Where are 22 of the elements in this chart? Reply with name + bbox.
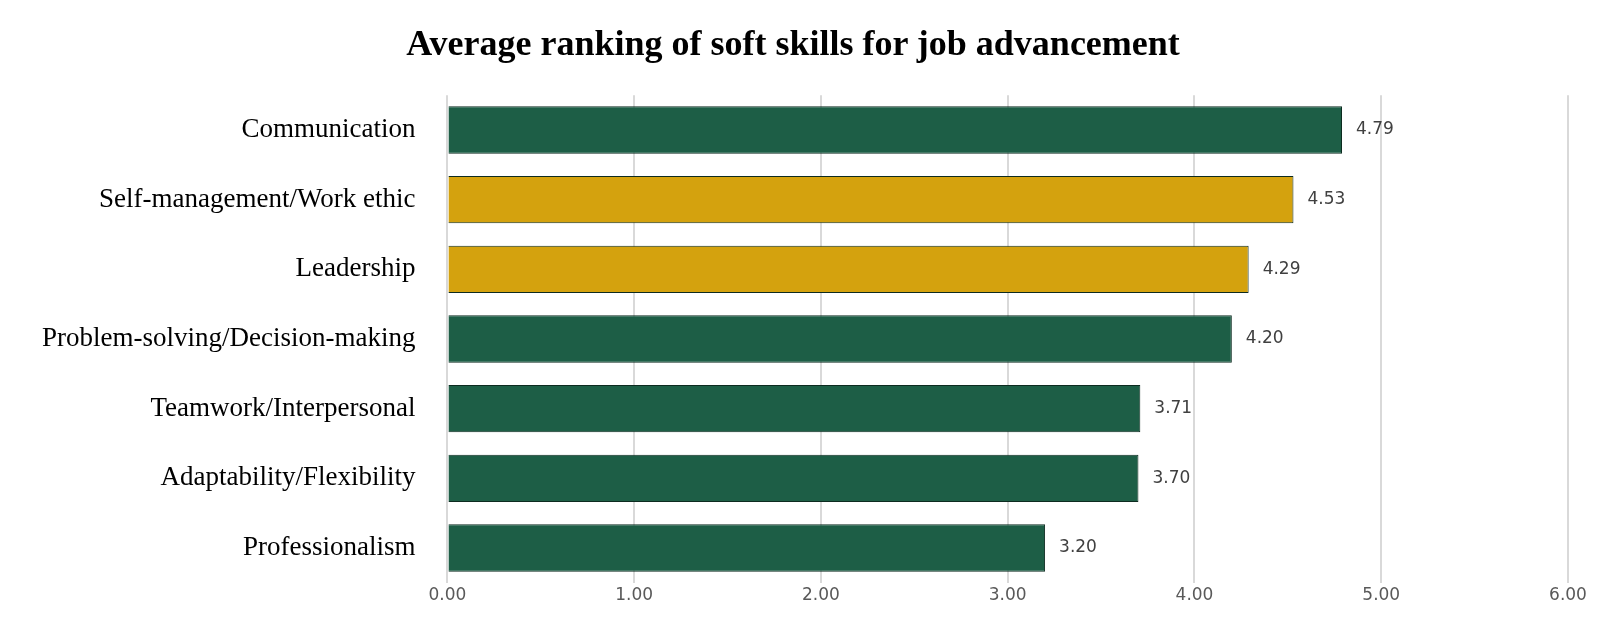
x-tick-label: 3.00 <box>988 584 1027 605</box>
data-label: 3.71 <box>1154 397 1193 418</box>
x-tick-label: 6.00 <box>1549 584 1587 605</box>
data-label: 4.20 <box>1245 327 1284 348</box>
y-tick-label: Self-management/Work ethic <box>98 182 416 213</box>
data-label: 4.53 <box>1307 188 1346 209</box>
y-tick-label: Professionalism <box>242 531 416 562</box>
y-tick-label: Adaptability/Flexibility <box>160 461 416 492</box>
y-tick-label: Problem-solving/Decision-making <box>42 322 416 353</box>
x-tick-label: 1.00 <box>615 584 654 605</box>
data-label: 3.70 <box>1152 466 1191 487</box>
x-tick-label: 5.00 <box>1362 584 1401 605</box>
chart-title: Average ranking of soft skills for job advancement <box>406 22 1180 63</box>
data-label: 3.20 <box>1059 536 1097 557</box>
y-tick-label: Teamwork/Interpersonal <box>150 391 416 422</box>
y-tick-label: Communication <box>241 113 416 144</box>
x-tick-label: 4.00 <box>1175 584 1214 605</box>
data-label: 4.29 <box>1262 257 1301 278</box>
x-tick-label: 2.00 <box>802 584 840 605</box>
data-label: 4.79 <box>1356 118 1394 139</box>
x-tick-label: 0.00 <box>428 584 467 605</box>
y-tick-label: Leadership <box>295 252 416 283</box>
